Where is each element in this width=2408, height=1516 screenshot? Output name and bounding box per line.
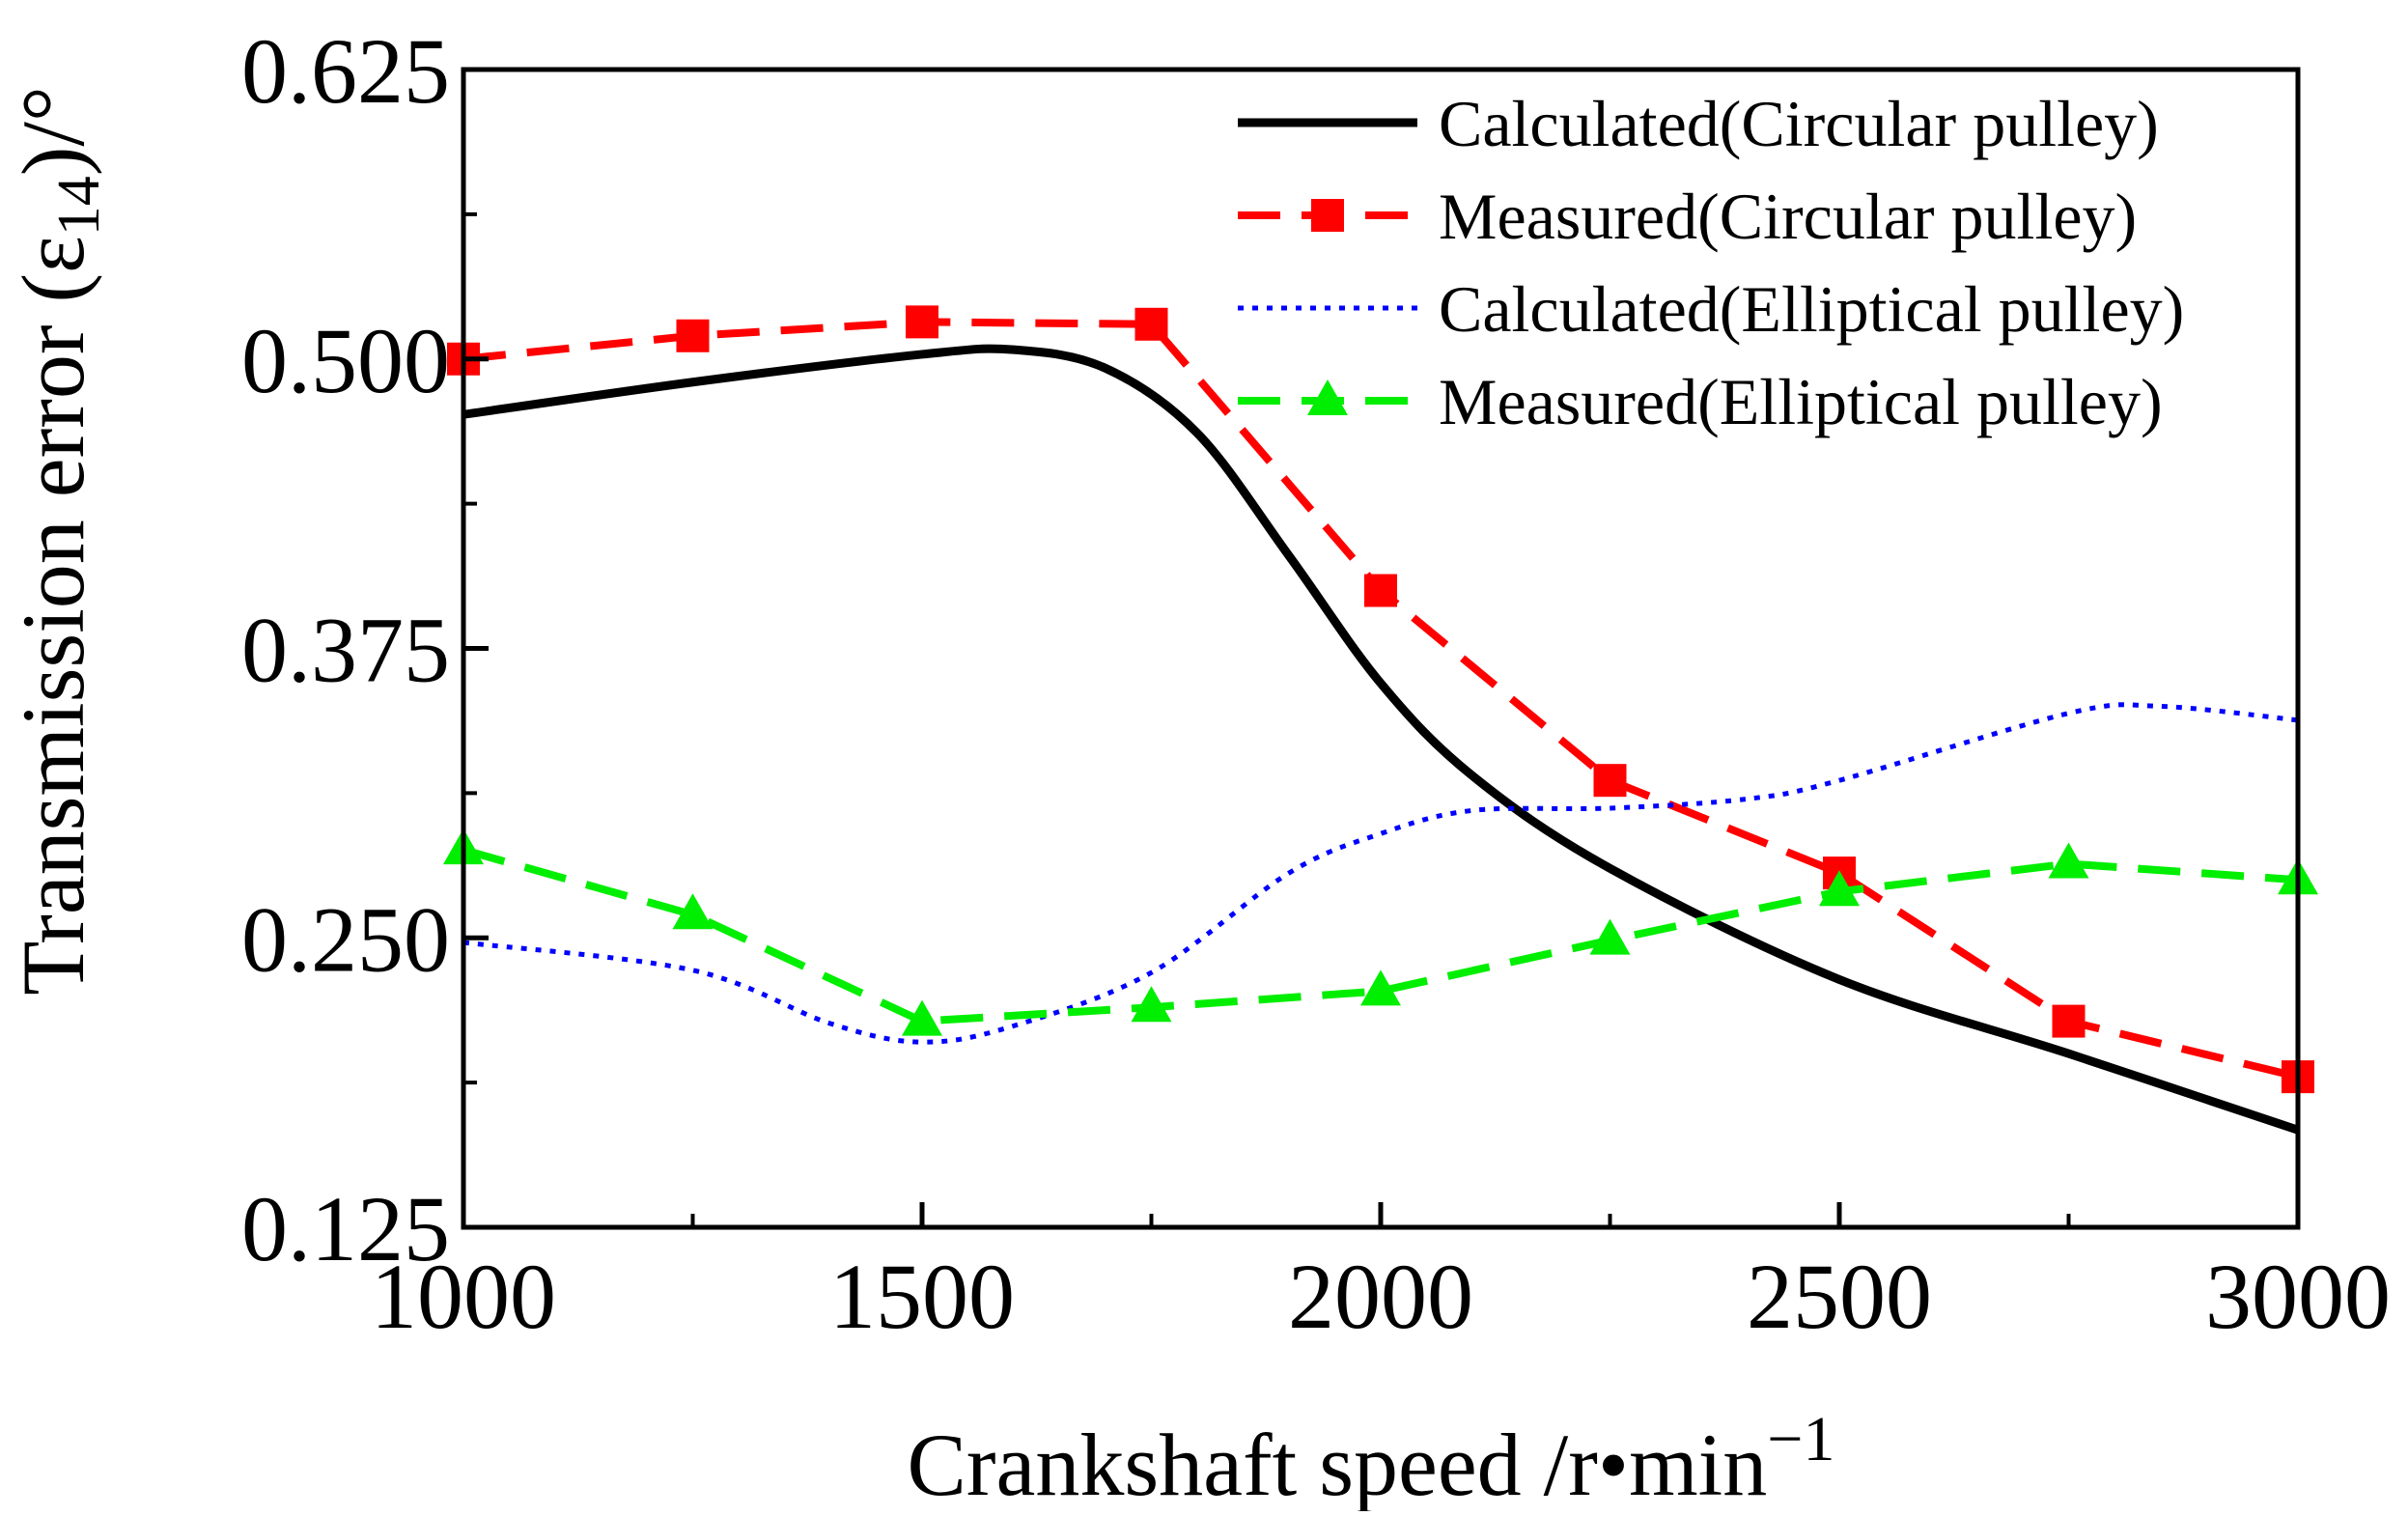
data-point-triangle bbox=[1819, 870, 1860, 907]
series-line bbox=[462, 702, 2299, 1045]
data-point-square bbox=[1593, 764, 1627, 798]
x-tick-label: 1500 bbox=[829, 1245, 1015, 1348]
x-tick-label: 1000 bbox=[371, 1245, 556, 1348]
legend-label: Calculated(Elliptical pulley) bbox=[1439, 272, 2184, 346]
series-layer bbox=[443, 305, 2318, 1135]
y-tick-label: 0.375 bbox=[241, 599, 450, 702]
y-axis-title-prefix: Transmission error (ε bbox=[4, 236, 102, 996]
x-axis-title-main: Crankshaft speed /r•min bbox=[908, 1416, 1768, 1511]
ticks-layer bbox=[461, 67, 2301, 1230]
tick-labels-layer: 1000 1500 2000 2500 3000 0.125 0.250 0.375 0.500… bbox=[241, 19, 2391, 1348]
x-tick-label: 2500 bbox=[1747, 1245, 1932, 1348]
x-axis-title-superscript: −1 bbox=[1767, 1404, 1834, 1474]
legend-marker bbox=[1307, 379, 1348, 415]
legend-label: Measured(Circular pulley) bbox=[1439, 180, 2137, 253]
series-3 bbox=[462, 702, 2299, 1045]
x-axis-title: Crankshaft speed /r•min−1 bbox=[908, 1404, 1835, 1511]
data-point-square bbox=[906, 305, 938, 339]
data-point-square bbox=[2052, 1004, 2086, 1038]
data-point-triangle bbox=[902, 999, 942, 1036]
legend-item: Measured(Elliptical pulley) bbox=[1238, 365, 2163, 438]
series-2 bbox=[447, 305, 2314, 1094]
legend-label: Calculated(Circular pulley) bbox=[1439, 87, 2159, 160]
legend-marker bbox=[1311, 199, 1344, 232]
y-tick-label: 0.500 bbox=[241, 309, 450, 412]
y-tick-label: 0.125 bbox=[241, 1177, 450, 1280]
x-tick-label: 3000 bbox=[2205, 1245, 2391, 1348]
y-axis-title-suffix: )/° bbox=[4, 86, 102, 176]
data-point-square bbox=[676, 319, 710, 352]
y-axis-title-subscript: 14 bbox=[46, 176, 112, 236]
legend-item: Calculated(Elliptical pulley) bbox=[1238, 272, 2184, 346]
series-line bbox=[462, 846, 2299, 1025]
legend-item: Calculated(Circular pulley) bbox=[1238, 87, 2159, 160]
legend: Calculated(Circular pulley) Measured(Circ… bbox=[1238, 87, 2184, 438]
series-1 bbox=[462, 344, 2300, 1135]
data-point-triangle bbox=[1360, 969, 1401, 1006]
data-point-triangle bbox=[1589, 918, 1631, 955]
data-point-triangle bbox=[1131, 986, 1172, 1023]
series-line bbox=[462, 344, 2300, 1135]
y-tick-label: 0.625 bbox=[241, 19, 450, 123]
data-point-triangle bbox=[672, 893, 714, 930]
legend-label: Measured(Elliptical pulley) bbox=[1439, 365, 2163, 438]
data-point-triangle bbox=[2048, 842, 2089, 879]
y-axis-title: Transmission error (ε14)/° bbox=[4, 86, 112, 996]
y-tick-label: 0.250 bbox=[241, 887, 450, 991]
legend-item: Measured(Circular pulley) bbox=[1238, 180, 2137, 253]
x-tick-label: 2000 bbox=[1288, 1245, 1473, 1348]
data-point-square bbox=[1134, 307, 1168, 341]
data-point-square bbox=[1364, 574, 1397, 607]
